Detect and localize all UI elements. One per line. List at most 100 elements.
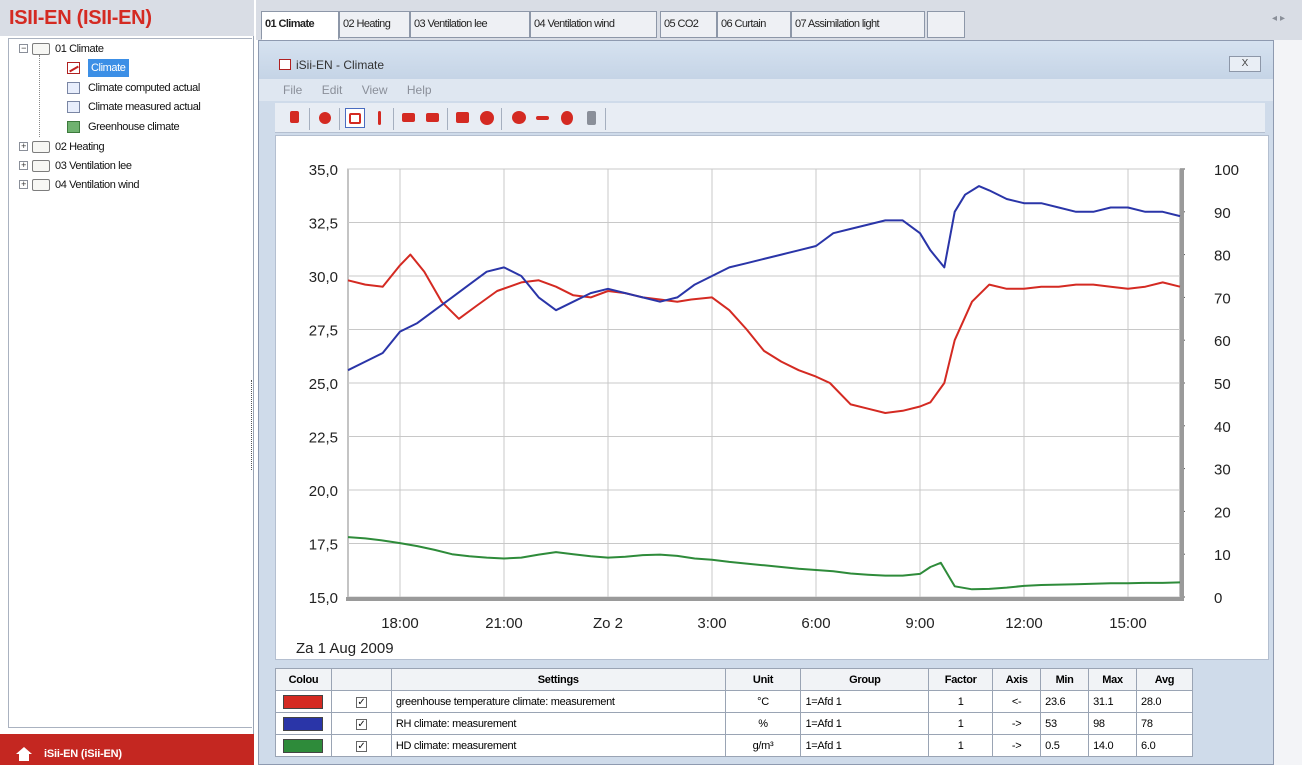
series-line-0 xyxy=(347,253,1181,414)
home-icon xyxy=(16,747,32,761)
factor-cell: 1 xyxy=(928,690,994,713)
print-icon[interactable] xyxy=(453,108,473,128)
tab-curtain[interactable]: 06 Curtain xyxy=(717,11,791,38)
settings-cell: HD climate: measurement xyxy=(390,734,726,757)
y-left-tick-label: 32,5 xyxy=(309,216,338,233)
tab-ventilation-wind[interactable]: 04 Ventilation wind xyxy=(530,11,657,38)
x-tick-label: 9:00 xyxy=(905,615,934,632)
x-tick-label: 21:00 xyxy=(485,615,523,632)
chart-icon xyxy=(279,59,291,70)
chart-area[interactable]: 35,0 32,5 30,0 27,5 25,0 22,5 20,0 17,5 15,0 100 9… xyxy=(275,135,1269,660)
line-chart[interactable]: 35,032,530,027,525,022,520,017,515,01009… xyxy=(276,136,1270,661)
toolbar xyxy=(275,103,1265,133)
y-right-tick-label: 100 xyxy=(1214,162,1239,179)
table-row[interactable]: ✓ RH climate: measurement% 1=Afd 1 1 -> 53 98 7… xyxy=(275,712,1193,735)
menu-view[interactable]: View xyxy=(361,83,388,97)
avg-cell: 6.0 xyxy=(1136,734,1193,757)
y-left-tick-label: 17,5 xyxy=(309,537,338,554)
color-swatch-cell[interactable] xyxy=(275,712,332,735)
menu-help[interactable]: Help xyxy=(406,83,432,97)
refresh-icon[interactable] xyxy=(315,108,335,128)
tree-item-label: Climate xyxy=(88,59,129,77)
visible-cell[interactable]: ✓ xyxy=(330,712,392,735)
navigation-panel: ISII-EN (ISII-EN) − 01 Climate Climate C… xyxy=(0,0,254,765)
visibility-checkbox[interactable]: ✓ xyxy=(355,718,367,730)
axis-cell: -> xyxy=(992,734,1042,757)
col-header-visible xyxy=(330,668,392,691)
axis-cell: <- xyxy=(992,690,1042,713)
tree-node-label: 03 Ventilation lee xyxy=(55,160,132,172)
settings-cell: greenhouse temperature climate: measurem… xyxy=(390,690,726,713)
menu-edit[interactable]: Edit xyxy=(321,83,343,97)
cursor-icon[interactable] xyxy=(369,108,389,128)
tree-node-label: 02 Heating xyxy=(55,141,105,153)
col-header-axis: Axis xyxy=(992,668,1042,691)
y-left-tick-label: 25,0 xyxy=(309,376,338,393)
app-title: ISII-EN (ISII-EN) xyxy=(0,0,254,36)
expand-icon[interactable]: + xyxy=(19,142,28,151)
y-right-tick-label: 50 xyxy=(1214,376,1231,393)
tree-item-label: Climate computed actual xyxy=(88,82,200,94)
series-line-2 xyxy=(347,536,1181,591)
col-header-max: Max xyxy=(1088,668,1137,691)
arrow-right-icon[interactable] xyxy=(423,108,443,128)
tab-climate[interactable]: 01 Climate xyxy=(261,11,339,40)
window-title-bar[interactable]: iSii-EN - Climate X xyxy=(259,41,1273,79)
visible-cell[interactable]: ✓ xyxy=(330,734,392,757)
table-row[interactable]: ✓ HD climate: measurement g/m³ 1=Afd 1 1 -> 0.… xyxy=(275,734,1193,757)
visible-cell[interactable]: ✓ xyxy=(330,690,392,713)
col-header-colour: Colou xyxy=(275,668,332,691)
factor-cell: 1 xyxy=(928,734,994,757)
tab-ventilation-lee[interactable]: 03 Ventilation lee xyxy=(410,11,530,38)
avg-cell: 28.0 xyxy=(1136,690,1193,713)
chart-icon xyxy=(67,62,80,74)
unit-cell: % xyxy=(724,712,802,735)
footer-bar[interactable]: iSii-EN (iSii-EN) xyxy=(0,734,254,765)
tab-scroll-arrows[interactable]: ◂▸ xyxy=(1271,13,1288,24)
arrow-left-icon[interactable] xyxy=(399,108,419,128)
series-legend-table: Colou Settings Unit Group Factor Axis Mi… xyxy=(275,668,1193,757)
panel-splitter[interactable] xyxy=(251,380,256,470)
menu-file[interactable]: File xyxy=(283,83,303,97)
tab-assimilation-light[interactable]: 07 Assimilation light xyxy=(791,11,925,38)
visibility-checkbox[interactable]: ✓ xyxy=(355,740,367,752)
pan-up-icon[interactable] xyxy=(557,108,577,128)
close-button[interactable]: X xyxy=(1229,56,1261,72)
export-icon[interactable] xyxy=(285,108,305,128)
color-swatch[interactable] xyxy=(283,694,324,709)
group-cell: 1=Afd 1 xyxy=(800,690,930,713)
pan-down-icon[interactable] xyxy=(581,108,601,128)
x-axis-bar xyxy=(346,597,1182,601)
y-right-axis-bar xyxy=(1180,169,1184,601)
tree-item-label: Climate measured actual xyxy=(88,101,201,113)
y-left-tick-label: 20,0 xyxy=(309,483,338,500)
table-row[interactable]: ✓ greenhouse temperature climate: measure… xyxy=(275,690,1193,713)
zoom-in-icon[interactable] xyxy=(509,108,529,128)
collapse-icon[interactable]: − xyxy=(19,44,28,53)
max-cell: 98 xyxy=(1088,712,1137,735)
grid-icon[interactable] xyxy=(345,108,365,128)
expand-icon[interactable]: + xyxy=(19,180,28,189)
tab-empty[interactable] xyxy=(927,11,965,38)
tab-heating[interactable]: 02 Heating xyxy=(339,11,410,38)
tab-co2[interactable]: 05 CO2 xyxy=(660,11,717,38)
col-header-settings: Settings xyxy=(390,668,726,691)
menu-bar: File Edit View Help xyxy=(259,79,1273,101)
group-cell: 1=Afd 1 xyxy=(800,734,930,757)
help-icon[interactable] xyxy=(477,108,497,128)
col-header-factor: Factor xyxy=(928,668,994,691)
date-label: Za 1 Aug 2009 xyxy=(296,640,394,657)
expand-icon[interactable]: + xyxy=(19,161,28,170)
folder-icon xyxy=(32,179,50,191)
tree-item-label: Greenhouse climate xyxy=(88,121,180,133)
x-tick-label: 12:00 xyxy=(1005,615,1043,632)
zoom-out-icon[interactable] xyxy=(533,108,553,128)
color-swatch-cell[interactable] xyxy=(275,734,332,757)
color-swatch[interactable] xyxy=(283,716,324,731)
workspace-edge xyxy=(1274,40,1302,765)
visibility-checkbox[interactable]: ✓ xyxy=(355,696,367,708)
x-tick-label: 6:00 xyxy=(801,615,830,632)
color-swatch[interactable] xyxy=(283,738,324,753)
y-right-tick-label: 30 xyxy=(1214,462,1231,479)
color-swatch-cell[interactable] xyxy=(275,690,332,713)
